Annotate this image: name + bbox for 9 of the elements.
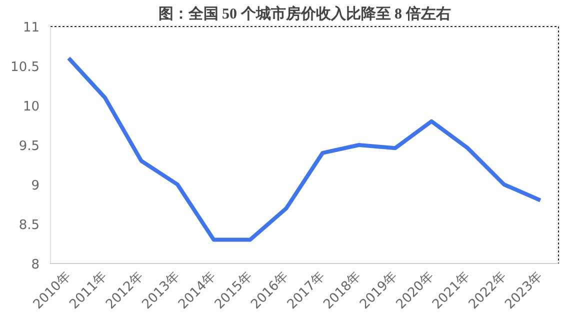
y-tick-label: 11 [22,20,40,36]
y-tick-label: 9 [31,178,40,194]
line-series [66,56,542,242]
y-tick-label: 9.5 [18,139,40,154]
y-tick-label: 10 [22,100,40,114]
chart-title: 图：全国 50 个城市房价收入比降至 8 倍左右 [158,4,451,22]
y-tick-label: 10.5 [10,60,40,75]
y-tick-label: 8 [31,258,40,272]
y-tick-label: 8.5 [18,218,40,233]
